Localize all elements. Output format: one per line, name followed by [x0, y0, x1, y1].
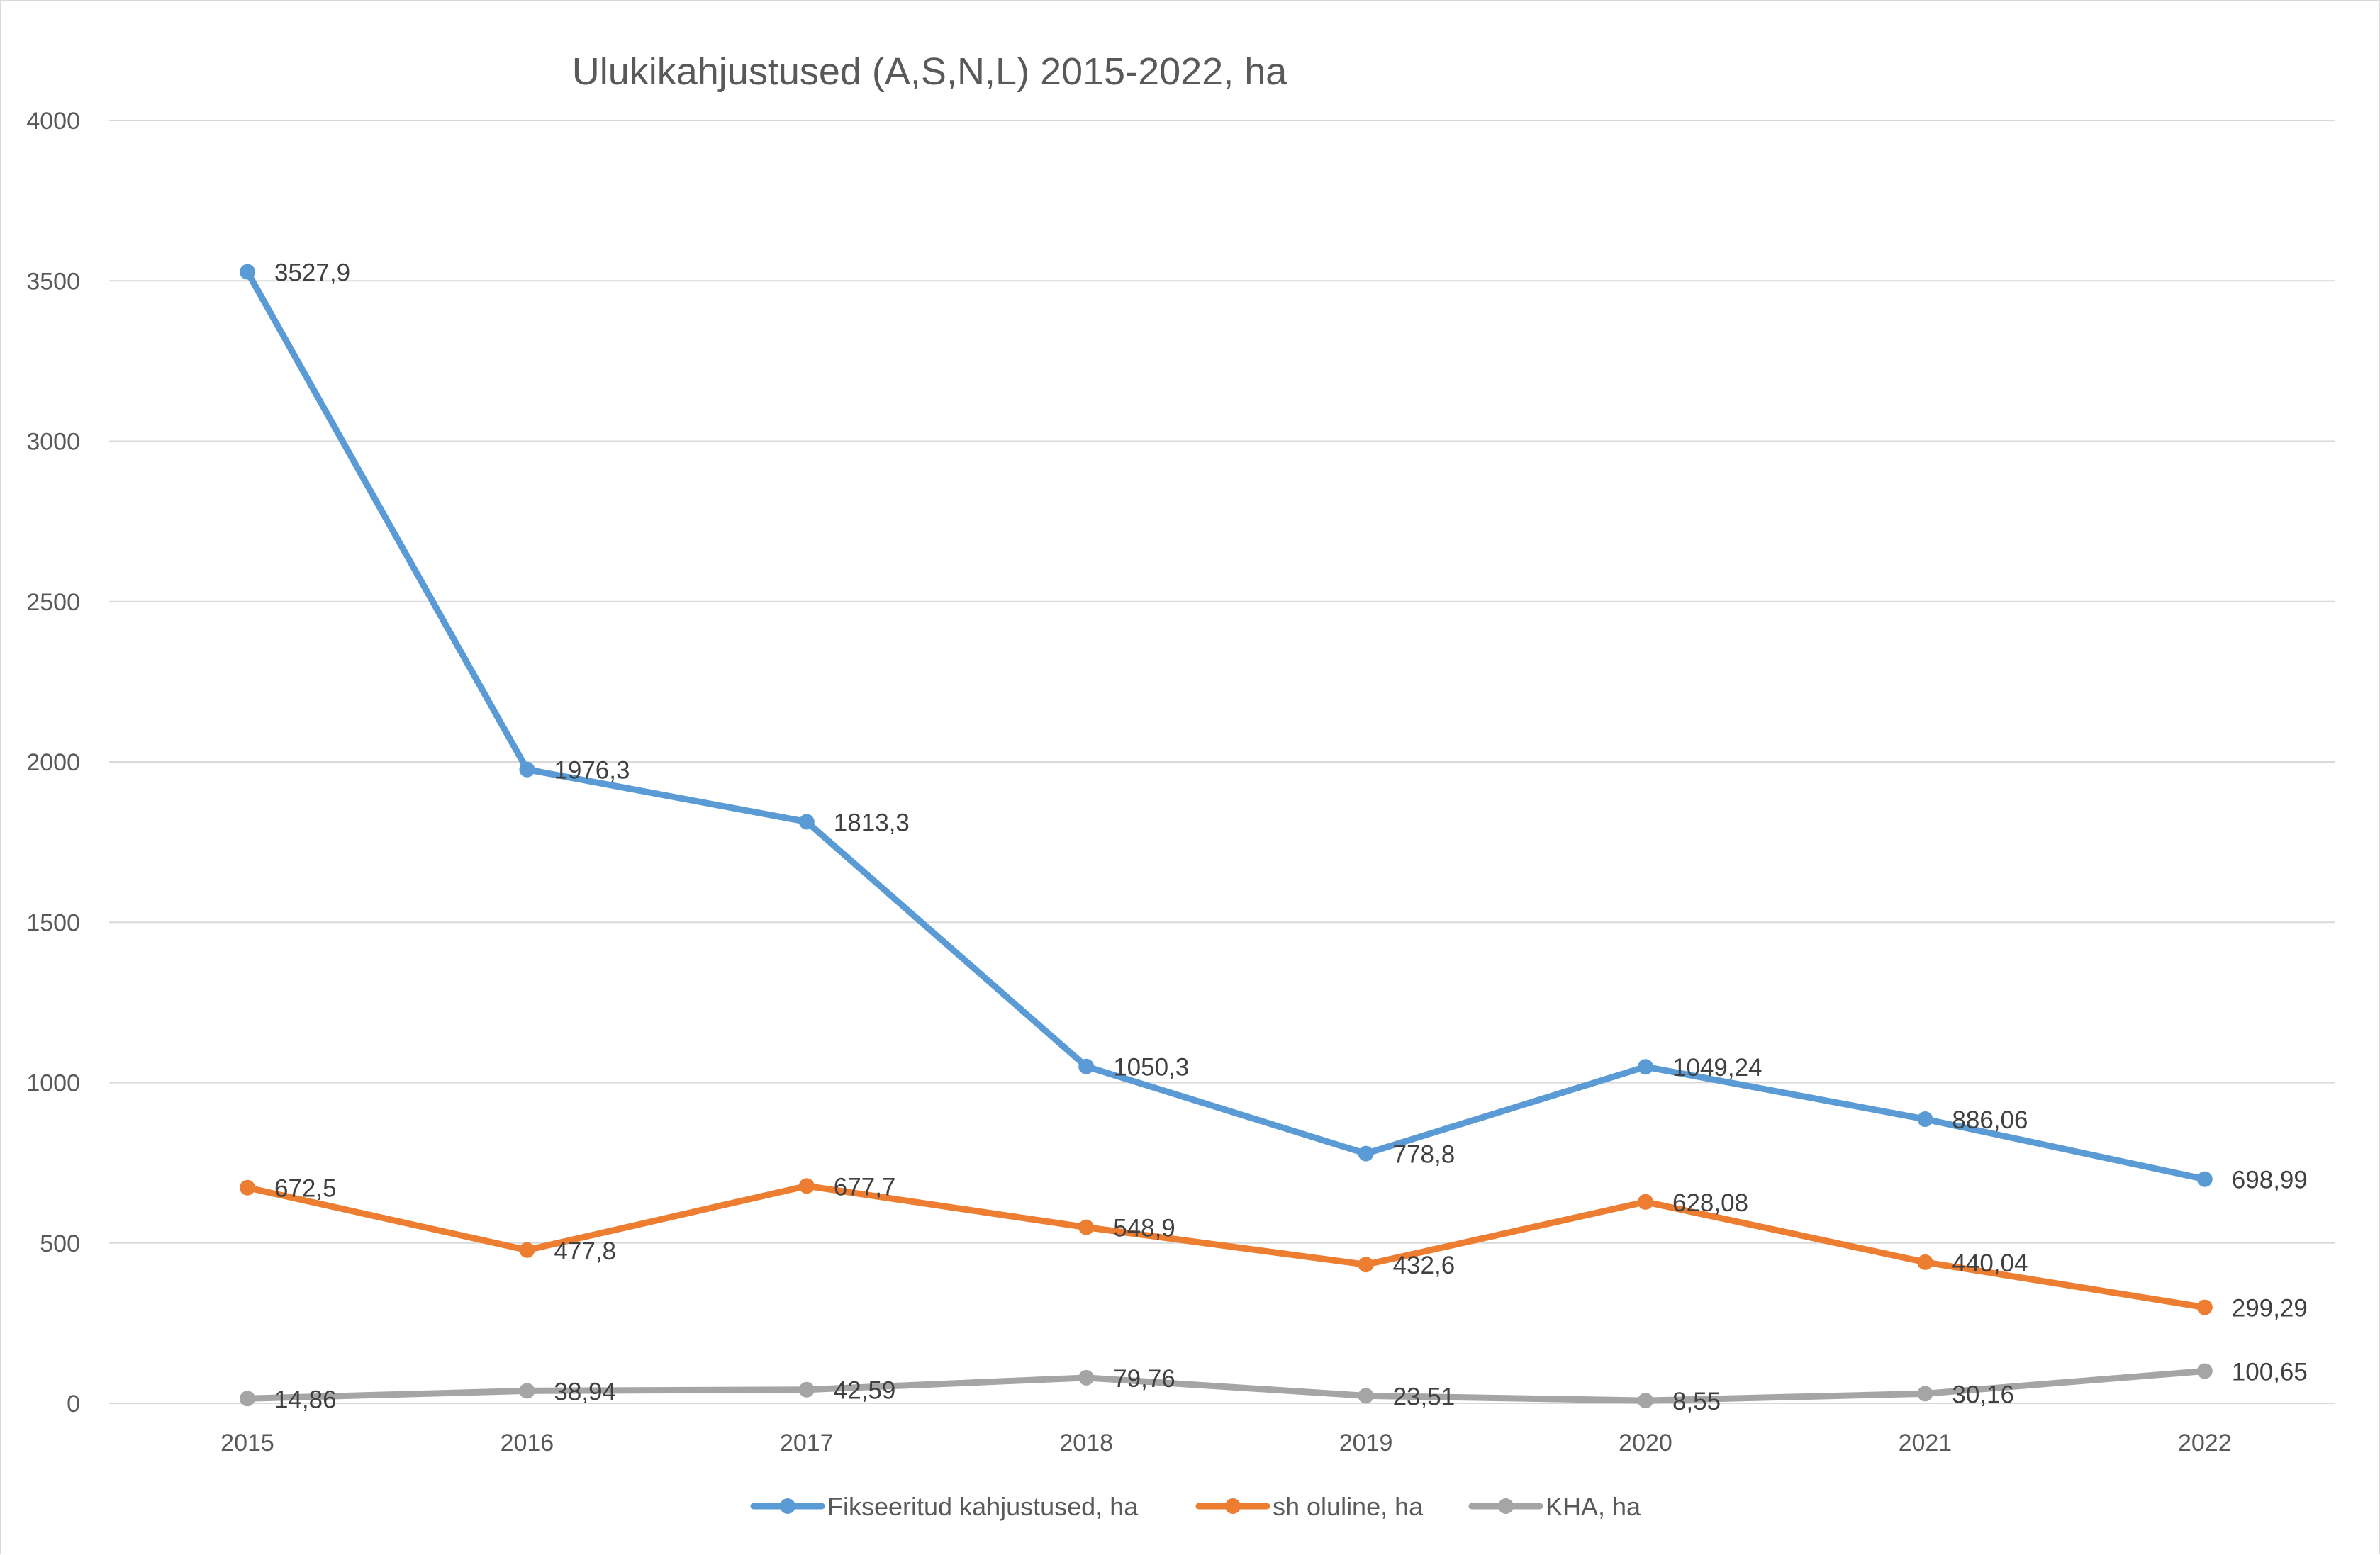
- series-line: [244, 1182, 2208, 1311]
- data-label: 1049,24: [1672, 1054, 1762, 1082]
- y-tick-label: 1000: [26, 1070, 80, 1097]
- y-tick-label: 3500: [26, 268, 80, 295]
- legend-label: KHA, ha: [1546, 1492, 1641, 1521]
- y-tick-label: 2000: [26, 749, 80, 776]
- y-tick-label: 500: [40, 1230, 80, 1257]
- x-tick-label: 2022: [2178, 1430, 2232, 1456]
- data-label: 14,86: [274, 1386, 337, 1413]
- chart-title: Ulukikahjustused (A,S,N,L) 2015-2022, ha: [572, 50, 1288, 93]
- data-point: [798, 814, 815, 830]
- data-point: [1078, 1058, 1095, 1074]
- data-label: 677,7: [834, 1173, 896, 1201]
- series-line: [244, 269, 2208, 1183]
- x-axis-ticks: 2015 2016 2017 2018 2019 2020 2021 2022: [220, 1430, 2231, 1456]
- data-point: [2196, 1171, 2213, 1187]
- legend-swatch-marker: [780, 1498, 795, 1514]
- legend-item-1: sh oluline, ha: [1195, 1492, 1424, 1521]
- data-point: [1358, 1145, 1374, 1162]
- data-point: [1078, 1219, 1095, 1235]
- y-tick-label: 4000: [26, 108, 80, 135]
- data-label: 1050,3: [1113, 1054, 1189, 1082]
- data-point: [1358, 1257, 1374, 1273]
- data-point: [798, 1381, 815, 1398]
- data-point: [1917, 1111, 1933, 1128]
- data-point: [2196, 1299, 2213, 1315]
- y-tick-label: 1500: [26, 909, 80, 936]
- data-point: [1078, 1369, 1095, 1386]
- legend-item-2: KHA, ha: [1468, 1492, 1641, 1521]
- data-label: 3527,9: [274, 259, 350, 287]
- data-point: [2196, 1363, 2213, 1379]
- data-label: 698,99: [2232, 1167, 2308, 1194]
- legend-label: Fikseeritud kahjustused, ha: [827, 1492, 1139, 1521]
- data-point: [519, 1242, 535, 1258]
- x-tick-label: 2015: [220, 1430, 274, 1456]
- data-label: 548,9: [1113, 1215, 1175, 1242]
- data-label: 440,04: [1952, 1250, 2028, 1277]
- data-label: 778,8: [1393, 1141, 1456, 1169]
- data-point: [240, 1179, 255, 1196]
- x-tick-label: 2019: [1339, 1430, 1393, 1456]
- data-label: 1976,3: [554, 757, 630, 785]
- series-lines: [240, 264, 2213, 1409]
- data-label: 628,08: [1672, 1189, 1748, 1217]
- y-tick-label: 0: [67, 1391, 80, 1418]
- x-tick-label: 2018: [1059, 1430, 1113, 1456]
- data-point: [240, 1391, 255, 1407]
- data-label: 30,16: [1952, 1381, 2014, 1408]
- data-labels: 3527,9 1976,3 1813,3 1050,3 778,8 1049,24 886,…: [274, 259, 2308, 1416]
- legend-swatch-marker: [1498, 1498, 1514, 1514]
- x-tick-label: 2016: [501, 1430, 554, 1456]
- x-tick-label: 2021: [1899, 1430, 1952, 1456]
- data-point: [1638, 1393, 1653, 1409]
- data-point: [1638, 1059, 1653, 1075]
- data-label: 299,29: [2232, 1295, 2308, 1323]
- data-label: 477,8: [554, 1237, 616, 1265]
- legend-item-0: Fikseeritud kahjustused, ha: [750, 1492, 1139, 1521]
- data-point: [240, 264, 255, 280]
- data-label: 672,5: [274, 1175, 337, 1203]
- data-label: 38,94: [554, 1378, 616, 1405]
- data-label: 23,51: [1393, 1383, 1456, 1410]
- y-tick-label: 2500: [26, 589, 80, 616]
- x-tick-label: 2020: [1619, 1430, 1672, 1456]
- grid: [109, 120, 2335, 1404]
- series-line: [244, 1367, 2208, 1404]
- x-tick-label: 2017: [780, 1430, 834, 1456]
- data-point: [519, 761, 535, 778]
- data-label: 8,55: [1672, 1388, 1721, 1415]
- series-1: [240, 1178, 2213, 1315]
- data-point: [519, 1383, 535, 1399]
- data-label: 42,59: [834, 1377, 896, 1405]
- y-tick-label: 3000: [26, 429, 80, 456]
- data-label: 79,76: [1113, 1365, 1175, 1393]
- legend-swatch-marker: [1225, 1498, 1241, 1514]
- series-2: [240, 1363, 2213, 1409]
- data-point: [798, 1178, 815, 1194]
- data-point: [1358, 1388, 1374, 1404]
- data-label: 886,06: [1952, 1106, 2028, 1134]
- data-label: 1813,3: [834, 809, 910, 836]
- y-axis-ticks: 0 500 1000 1500 2000 2500 3000 3500 4000: [26, 108, 80, 1418]
- data-point: [1638, 1194, 1653, 1210]
- series-0: [240, 264, 2213, 1187]
- data-label: 100,65: [2232, 1358, 2308, 1386]
- legend-label: sh oluline, ha: [1273, 1492, 1424, 1521]
- data-point: [1917, 1254, 1933, 1270]
- data-point: [1917, 1386, 1933, 1402]
- data-label: 432,6: [1393, 1252, 1456, 1279]
- legend: Fikseeritud kahjustused, ha sh oluline, h…: [750, 1492, 1641, 1521]
